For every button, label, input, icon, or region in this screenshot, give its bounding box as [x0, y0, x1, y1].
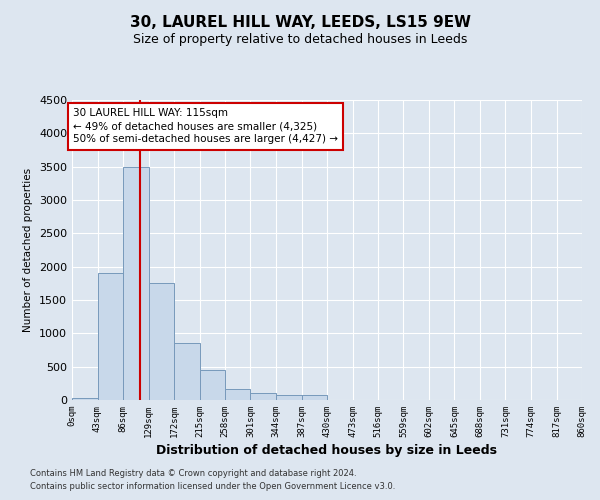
Bar [225, 390, 251, 400]
Text: Size of property relative to detached houses in Leeds: Size of property relative to detached ho… [133, 32, 467, 46]
Bar [276, 394, 302, 400]
Bar [123, 166, 149, 400]
Text: 30 LAUREL HILL WAY: 115sqm
← 49% of detached houses are smaller (4,325)
50% of s: 30 LAUREL HILL WAY: 115sqm ← 49% of deta… [73, 108, 338, 144]
Text: 30, LAUREL HILL WAY, LEEDS, LS15 9EW: 30, LAUREL HILL WAY, LEEDS, LS15 9EW [130, 15, 470, 30]
Text: Contains public sector information licensed under the Open Government Licence v3: Contains public sector information licen… [30, 482, 395, 491]
Y-axis label: Number of detached properties: Number of detached properties [23, 168, 34, 332]
Bar [149, 284, 174, 400]
Bar [251, 394, 276, 400]
Bar [302, 396, 327, 400]
Bar [174, 344, 199, 400]
X-axis label: Distribution of detached houses by size in Leeds: Distribution of detached houses by size … [157, 444, 497, 457]
Bar [72, 398, 97, 400]
Bar [199, 370, 225, 400]
Text: Contains HM Land Registry data © Crown copyright and database right 2024.: Contains HM Land Registry data © Crown c… [30, 468, 356, 477]
Bar [97, 274, 123, 400]
